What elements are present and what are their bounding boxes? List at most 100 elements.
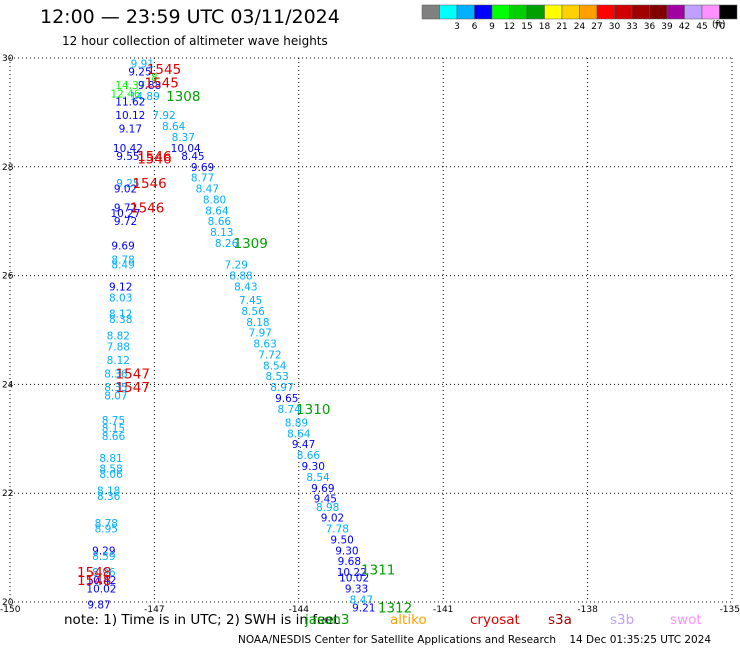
- pass-label: 1312: [378, 600, 412, 616]
- legend-tick-label: 70: [714, 22, 726, 32]
- legend-swatch: [596, 4, 615, 20]
- legend-swatch: [631, 4, 650, 20]
- satellite-label-cryosat: cryosat: [470, 612, 520, 628]
- wave-height-point: 9.29: [92, 545, 115, 557]
- wave-height-point: 11.62: [115, 97, 145, 109]
- wave-height-point: 7.78: [326, 524, 349, 536]
- pass-label: 1545: [147, 62, 181, 78]
- x-tick-label: -150: [0, 605, 21, 615]
- wave-height-point: 8.75: [102, 415, 125, 427]
- pass-label: 1548: [77, 565, 111, 581]
- legend-swatch: [439, 4, 458, 20]
- footer-credit: NOAA/NESDIS Center for Satellite Applica…: [238, 634, 711, 646]
- wave-height-point: 10.04: [171, 143, 201, 155]
- pass-label: 1545: [144, 75, 178, 91]
- wave-height-point: 8.03: [109, 292, 132, 304]
- legend-tick-label: 9: [489, 22, 495, 32]
- wave-height-point: 10.22: [337, 567, 367, 579]
- wave-height-point: 10.42: [113, 143, 143, 155]
- wave-height-point: 8.18: [97, 485, 120, 497]
- legend-swatch: [666, 4, 685, 20]
- legend-swatch: [614, 4, 633, 20]
- legend-swatch: [456, 4, 475, 20]
- wave-height-point: 8.78: [95, 518, 118, 530]
- wave-height-point: 8.80: [203, 194, 226, 206]
- footer-note: note: 1) Time is in UTC; 2) SWH is in fe…: [64, 612, 339, 628]
- wave-height-point: 9.17: [119, 124, 142, 136]
- wave-height-point: 9.12: [109, 281, 132, 293]
- wave-height-point: 9.30: [335, 545, 358, 557]
- pass-label: 1309: [233, 236, 267, 252]
- legend-tick-label: 6: [472, 22, 478, 32]
- wave-height-point: 8.98: [316, 502, 339, 514]
- wave-height-point: 9.47: [292, 439, 315, 451]
- wave-height-point: 9.02: [114, 184, 137, 196]
- wave-height-point: 8.88: [229, 271, 252, 283]
- pass-label: 1546: [132, 176, 166, 192]
- wave-height-point: 8.12: [109, 309, 132, 321]
- wave-height-point: 8.49: [111, 260, 134, 272]
- wave-height-point: 8.64: [287, 428, 311, 440]
- wave-height-point: 8.47: [350, 594, 373, 606]
- wave-height-point: 10.27: [110, 208, 140, 220]
- wave-height-point: 8.13: [210, 227, 233, 239]
- pass-label: 1311: [361, 562, 395, 578]
- wave-height-point: 8.54: [306, 472, 330, 484]
- y-tick-label: 30: [2, 54, 14, 64]
- wave-height-point: 8.38: [109, 314, 132, 326]
- legend-swatch: [561, 4, 580, 20]
- legend-swatch: [474, 4, 493, 20]
- credit-text: NOAA/NESDIS Center for Satellite Applica…: [238, 634, 556, 646]
- legend-tick-label: 18: [539, 22, 551, 32]
- wave-height-point: 8.36: [104, 369, 128, 381]
- pass-label: 1546: [137, 149, 171, 165]
- wave-height-point: 9.68: [338, 556, 361, 568]
- wave-height-point: 8.78: [111, 254, 134, 266]
- wave-height-point: 9.72: [114, 216, 137, 228]
- wave-height-point: 8.82: [107, 330, 130, 342]
- wave-height-point: 9.25: [116, 178, 139, 190]
- legend-swatch: [701, 4, 720, 20]
- wave-height-point: 14.89: [130, 91, 160, 103]
- wave-height-point: 8.12: [107, 355, 130, 367]
- wave-height-point: 8.45: [181, 151, 204, 163]
- x-tick-label: -144: [289, 605, 310, 615]
- wave-height-point: 8.26: [215, 238, 239, 250]
- satellite-label-jason3: jason3: [305, 612, 350, 628]
- wave-height-point: 9.45: [314, 494, 337, 506]
- y-tick-label: 28: [2, 163, 14, 173]
- wave-height-point: 8.66: [297, 450, 321, 462]
- color-legend: 3 6 9 12 15 18 21 24 27 30 33 36 39 42 45 70: [421, 4, 738, 32]
- wave-height-point: 8.74: [277, 404, 301, 416]
- x-tick-label: -147: [144, 605, 164, 615]
- legend-swatch: [684, 4, 703, 20]
- y-tick-label: 20: [2, 598, 14, 608]
- pass-label: 1308: [166, 89, 200, 105]
- legend-tick-label: 36: [644, 22, 656, 32]
- wave-height-point: 9.33: [345, 583, 368, 595]
- x-tick-label: -141: [433, 605, 453, 615]
- satellite-label-altiko: altiko: [390, 612, 427, 628]
- legend-unit: (ft): [712, 20, 726, 30]
- legend-tick-label: 45: [696, 22, 707, 32]
- legend-tick-label: 15: [521, 22, 532, 32]
- wave-height-point: 7.88: [107, 341, 130, 353]
- wave-height-point: 8.37: [172, 132, 195, 144]
- wave-height-point: 8.81: [99, 453, 122, 465]
- wave-height-point: 8.64: [205, 205, 229, 217]
- wave-height-point: 8.63: [253, 339, 276, 351]
- wave-height-point: 8.59: [92, 551, 115, 563]
- wave-height-point: 8.95: [95, 524, 118, 536]
- y-tick-label: 26: [2, 272, 14, 282]
- wave-height-point: 9.69: [111, 241, 134, 253]
- wave-height-point: 8.64: [162, 121, 186, 133]
- wave-height-point: 8.07: [104, 390, 127, 402]
- legend-tick-label: 30: [609, 22, 621, 32]
- chart-title: 12:00 — 23:59 UTC 03/11/2024: [40, 6, 340, 28]
- wave-height-point: 8.15: [102, 423, 125, 435]
- x-tick-label: -135: [720, 605, 740, 615]
- wave-height-point: 9.65: [275, 393, 298, 405]
- pass-label: 1546: [137, 152, 171, 168]
- satellite-label-s3a: s3a: [548, 612, 572, 628]
